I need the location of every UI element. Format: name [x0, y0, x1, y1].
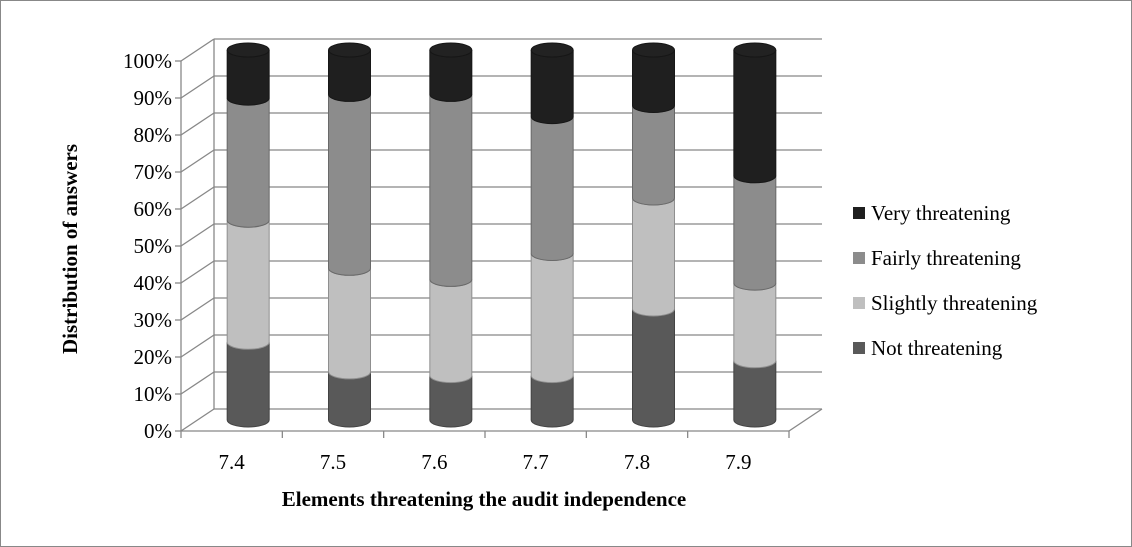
legend-swatch-fairly-threatening	[853, 252, 865, 264]
bar-top-cap-7.8	[632, 42, 675, 58]
side-wall-gridline	[180, 223, 215, 247]
bar-top-cap-7.6	[429, 42, 473, 58]
bar-segment-7.8-very-threatening	[632, 49, 675, 113]
side-wall-gridline	[180, 75, 215, 99]
bar-segment-7.6-slightly-threatening	[429, 279, 473, 384]
bar-segment-7.9-not-threatening	[733, 360, 777, 428]
bar-segment-7.4-very-threatening	[226, 49, 270, 106]
bar-segment-7.8-not-threatening	[632, 308, 675, 428]
bar-segment-7.8-fairly-threatening	[632, 105, 675, 206]
side-wall-gridline	[180, 186, 215, 210]
legend-swatch-not-threatening	[853, 342, 865, 354]
legend: Very threatening Fairly threatening Slight…	[853, 201, 1038, 360]
bar-segment-7.4-not-threatening	[226, 342, 270, 428]
bar-group-7.8	[632, 42, 675, 428]
legend-swatch-slightly-threatening	[853, 297, 865, 309]
bar-segment-7.6-very-threatening	[429, 49, 473, 102]
x-tick-label: 7.9	[725, 450, 751, 474]
bar-segment-7.8-slightly-threatening	[632, 197, 675, 317]
side-wall-gridline	[180, 297, 215, 321]
bar-segment-7.5-very-threatening	[328, 49, 371, 102]
bar-top-cap-7.9	[733, 42, 777, 58]
y-tick-label: 100%	[123, 49, 172, 73]
x-tick-label: 7.8	[624, 450, 650, 474]
side-wall-gridline	[180, 38, 215, 62]
bar-group-7.4	[226, 42, 270, 428]
bar-segment-7.9-very-threatening	[733, 49, 777, 184]
x-tick-labels: 7.4 7.5 7.6 7.7 7.8 7.9	[180, 431, 790, 474]
bar-top-cap-7.5	[328, 42, 371, 58]
bars-layer	[226, 42, 777, 428]
legend-label-fairly-threatening: Fairly threatening	[871, 246, 1021, 270]
bar-group-7.6	[429, 42, 473, 428]
x-tick-label: 7.4	[219, 450, 246, 474]
bar-top-cap-7.4	[226, 42, 270, 58]
bar-segment-7.5-fairly-threatening	[328, 94, 371, 276]
bar-group-7.9	[733, 42, 777, 428]
x-axis-title: Elements threatening the audit independe…	[282, 487, 686, 511]
bar-group-7.7	[530, 42, 574, 428]
bar-group-7.5	[328, 42, 371, 428]
legend-label-slightly-threatening: Slightly threatening	[871, 291, 1038, 315]
bar-segment-7.6-not-threatening	[429, 375, 473, 428]
y-tick-labels: 0% 10% 20% 30% 40% 50% 60% 70% 80% 90% 100%	[123, 49, 181, 443]
bar-segment-7.5-not-threatening	[328, 371, 371, 428]
side-wall-gridline	[180, 371, 215, 395]
side-wall-gridline	[180, 334, 215, 358]
y-tick-label: 90%	[134, 86, 173, 110]
x-tick-label: 7.7	[523, 450, 549, 474]
side-wall-gridline	[180, 408, 215, 432]
y-tick-label: 30%	[134, 308, 173, 332]
bar-segment-7.7-very-threatening	[530, 49, 574, 125]
bar-segment-7.7-fairly-threatening	[530, 116, 574, 261]
legend-label-very-threatening: Very threatening	[871, 201, 1011, 225]
y-axis-title: Distribution of answers	[58, 144, 82, 354]
y-tick-label: 40%	[134, 271, 173, 295]
bar-top-cap-7.7	[530, 42, 574, 58]
bar-segment-7.7-not-threatening	[530, 375, 574, 428]
bar-segment-7.9-slightly-threatening	[733, 282, 777, 369]
bar-segment-7.4-fairly-threatening	[226, 97, 270, 228]
bar-segment-7.4-slightly-threatening	[226, 220, 270, 350]
y-tick-label: 10%	[134, 382, 173, 406]
legend-label-not-threatening: Not threatening	[871, 336, 1003, 360]
floor-edge	[788, 408, 823, 432]
y-tick-label: 50%	[134, 234, 173, 258]
x-tick-label: 7.5	[320, 450, 346, 474]
bar-segment-7.7-slightly-threatening	[530, 253, 574, 384]
bar-segment-7.6-fairly-threatening	[429, 94, 473, 287]
y-tick-label: 70%	[134, 160, 173, 184]
y-tick-label: 0%	[144, 419, 172, 443]
bar-segment-7.9-fairly-threatening	[733, 175, 777, 291]
side-wall-gridline	[180, 260, 215, 284]
bar-segment-7.5-slightly-threatening	[328, 268, 371, 380]
side-wall-gridline	[180, 149, 215, 173]
legend-swatch-very-threatening	[853, 207, 865, 219]
y-tick-label: 20%	[134, 345, 173, 369]
x-tick-label: 7.6	[421, 450, 447, 474]
side-wall-gridline	[180, 112, 215, 136]
grid-layer	[180, 38, 823, 432]
y-tick-label: 60%	[134, 197, 173, 221]
y-tick-label: 80%	[134, 123, 173, 147]
